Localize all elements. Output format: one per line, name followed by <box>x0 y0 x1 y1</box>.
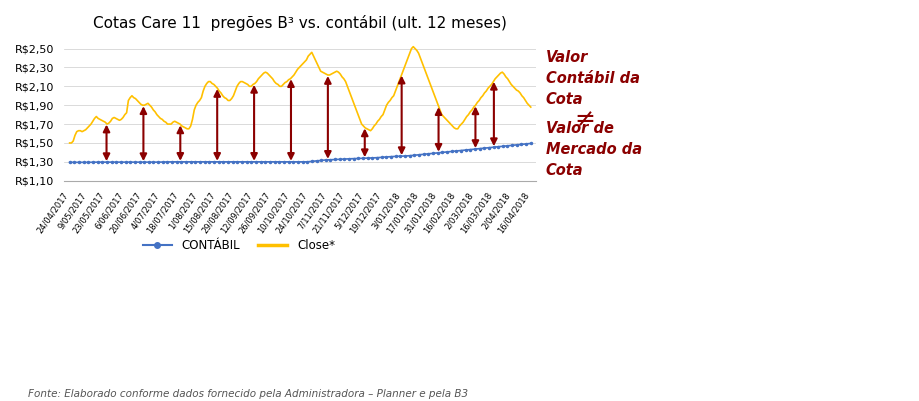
CONTÁBIL <box>339 157 350 162</box>
Close* <box>408 44 419 49</box>
Title: Cotas Care 11  pregões B³ vs. contábil (ult. 12 meses): Cotas Care 11 pregões B³ vs. contábil (u… <box>93 15 507 31</box>
Close* <box>505 82 516 87</box>
Text: Fonte: Elaborado conforme dados fornecido pela Administradora – Planner e pela B: Fonte: Elaborado conforme dados fornecid… <box>28 389 468 399</box>
CONTÁBIL <box>64 160 75 165</box>
CONTÁBIL <box>153 160 164 164</box>
CONTÁBIL <box>526 141 537 146</box>
CONTÁBIL <box>488 145 499 150</box>
Legend: CONTÁBIL, Close*: CONTÁBIL, Close* <box>138 235 340 257</box>
Close* <box>438 114 449 119</box>
Close* <box>119 112 130 117</box>
Line: CONTÁBIL: CONTÁBIL <box>69 142 532 163</box>
Close* <box>130 96 141 101</box>
CONTÁBIL <box>171 160 182 164</box>
Close* <box>258 71 269 75</box>
CONTÁBIL <box>301 160 312 164</box>
Text: Valor de
Mercado da
Cota: Valor de Mercado da Cota <box>546 121 641 178</box>
Text: ≠: ≠ <box>574 107 596 131</box>
Close* <box>526 105 537 109</box>
Line: Close*: Close* <box>70 47 531 143</box>
Close* <box>256 73 267 77</box>
CONTÁBIL <box>502 144 513 148</box>
Close* <box>64 141 75 146</box>
Text: Valor
Contábil da
Cota: Valor Contábil da Cota <box>546 51 640 107</box>
